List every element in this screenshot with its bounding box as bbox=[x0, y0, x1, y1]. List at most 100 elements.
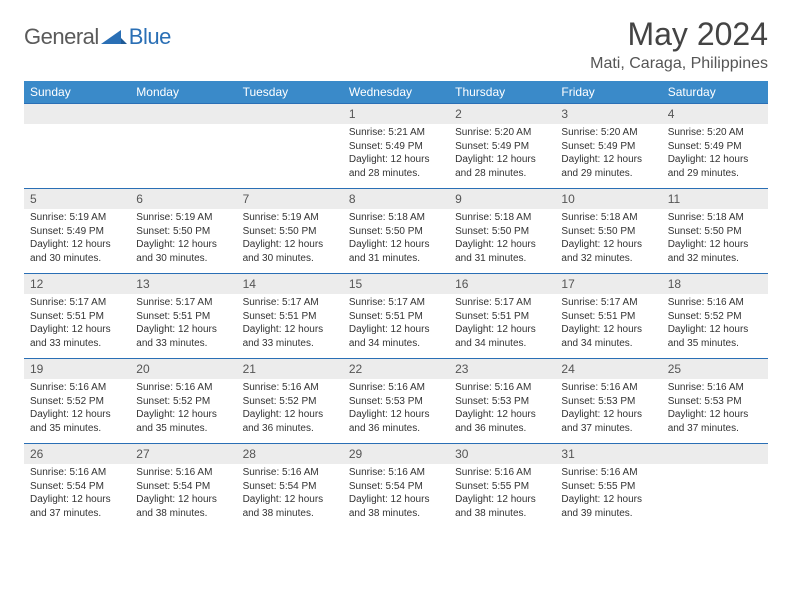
day-number: 18 bbox=[662, 274, 768, 295]
sunrise-line: Sunrise: 5:20 AM bbox=[561, 126, 655, 140]
daylight-line: Daylight: 12 hours and 34 minutes. bbox=[561, 323, 655, 350]
sunset-line: Sunset: 5:50 PM bbox=[455, 225, 549, 239]
sunset-line: Sunset: 5:53 PM bbox=[455, 395, 549, 409]
day-number: 1 bbox=[343, 104, 449, 125]
day-number: 9 bbox=[449, 189, 555, 210]
day-number: 20 bbox=[130, 359, 236, 380]
day-detail: Sunrise: 5:16 AMSunset: 5:54 PMDaylight:… bbox=[237, 464, 343, 528]
empty-cell bbox=[130, 124, 236, 189]
sunrise-line: Sunrise: 5:16 AM bbox=[349, 466, 443, 480]
empty-cell bbox=[24, 124, 130, 189]
day-detail: Sunrise: 5:16 AMSunset: 5:53 PMDaylight:… bbox=[555, 379, 661, 444]
day-detail: Sunrise: 5:17 AMSunset: 5:51 PMDaylight:… bbox=[343, 294, 449, 359]
weekday-header: Saturday bbox=[662, 81, 768, 104]
sunset-line: Sunset: 5:52 PM bbox=[136, 395, 230, 409]
day-detail: Sunrise: 5:16 AMSunset: 5:52 PMDaylight:… bbox=[24, 379, 130, 444]
day-number: 11 bbox=[662, 189, 768, 210]
daylight-line: Daylight: 12 hours and 31 minutes. bbox=[455, 238, 549, 265]
sunrise-line: Sunrise: 5:16 AM bbox=[455, 466, 549, 480]
sunset-line: Sunset: 5:51 PM bbox=[561, 310, 655, 324]
sunset-line: Sunset: 5:51 PM bbox=[243, 310, 337, 324]
daylight-line: Daylight: 12 hours and 35 minutes. bbox=[136, 408, 230, 435]
empty-cell bbox=[662, 444, 768, 465]
day-detail: Sunrise: 5:16 AMSunset: 5:52 PMDaylight:… bbox=[662, 294, 768, 359]
day-number: 22 bbox=[343, 359, 449, 380]
daylight-line: Daylight: 12 hours and 33 minutes. bbox=[30, 323, 124, 350]
day-number: 19 bbox=[24, 359, 130, 380]
daylight-line: Daylight: 12 hours and 37 minutes. bbox=[30, 493, 124, 520]
sunrise-line: Sunrise: 5:18 AM bbox=[668, 211, 762, 225]
weekday-header: Sunday bbox=[24, 81, 130, 104]
calendar-table: SundayMondayTuesdayWednesdayThursdayFrid… bbox=[24, 81, 768, 528]
daylight-line: Daylight: 12 hours and 37 minutes. bbox=[561, 408, 655, 435]
day-detail: Sunrise: 5:17 AMSunset: 5:51 PMDaylight:… bbox=[555, 294, 661, 359]
daylight-line: Daylight: 12 hours and 34 minutes. bbox=[349, 323, 443, 350]
sunrise-line: Sunrise: 5:17 AM bbox=[561, 296, 655, 310]
weekday-header: Friday bbox=[555, 81, 661, 104]
day-detail: Sunrise: 5:16 AMSunset: 5:54 PMDaylight:… bbox=[343, 464, 449, 528]
sunrise-line: Sunrise: 5:18 AM bbox=[349, 211, 443, 225]
day-number: 24 bbox=[555, 359, 661, 380]
day-number: 4 bbox=[662, 104, 768, 125]
day-detail: Sunrise: 5:16 AMSunset: 5:54 PMDaylight:… bbox=[24, 464, 130, 528]
sunset-line: Sunset: 5:53 PM bbox=[668, 395, 762, 409]
day-number: 15 bbox=[343, 274, 449, 295]
daylight-line: Daylight: 12 hours and 31 minutes. bbox=[349, 238, 443, 265]
sunset-line: Sunset: 5:55 PM bbox=[455, 480, 549, 494]
weekday-header: Monday bbox=[130, 81, 236, 104]
daylight-line: Daylight: 12 hours and 38 minutes. bbox=[243, 493, 337, 520]
daylight-line: Daylight: 12 hours and 35 minutes. bbox=[30, 408, 124, 435]
day-detail: Sunrise: 5:19 AMSunset: 5:50 PMDaylight:… bbox=[237, 209, 343, 274]
day-detail: Sunrise: 5:16 AMSunset: 5:53 PMDaylight:… bbox=[662, 379, 768, 444]
day-number: 13 bbox=[130, 274, 236, 295]
day-number: 29 bbox=[343, 444, 449, 465]
sunset-line: Sunset: 5:51 PM bbox=[455, 310, 549, 324]
daylight-line: Daylight: 12 hours and 36 minutes. bbox=[243, 408, 337, 435]
day-number: 7 bbox=[237, 189, 343, 210]
daylight-line: Daylight: 12 hours and 36 minutes. bbox=[455, 408, 549, 435]
day-detail: Sunrise: 5:18 AMSunset: 5:50 PMDaylight:… bbox=[555, 209, 661, 274]
sunrise-line: Sunrise: 5:17 AM bbox=[136, 296, 230, 310]
day-detail: Sunrise: 5:20 AMSunset: 5:49 PMDaylight:… bbox=[449, 124, 555, 189]
day-number: 23 bbox=[449, 359, 555, 380]
logo-text-blue: Blue bbox=[129, 24, 171, 50]
daylight-line: Daylight: 12 hours and 36 minutes. bbox=[349, 408, 443, 435]
day-number: 10 bbox=[555, 189, 661, 210]
sunrise-line: Sunrise: 5:20 AM bbox=[455, 126, 549, 140]
sunrise-line: Sunrise: 5:16 AM bbox=[455, 381, 549, 395]
sunset-line: Sunset: 5:54 PM bbox=[136, 480, 230, 494]
day-number: 6 bbox=[130, 189, 236, 210]
sunrise-line: Sunrise: 5:18 AM bbox=[455, 211, 549, 225]
sunset-line: Sunset: 5:51 PM bbox=[30, 310, 124, 324]
sunrise-line: Sunrise: 5:19 AM bbox=[136, 211, 230, 225]
sunrise-line: Sunrise: 5:16 AM bbox=[136, 381, 230, 395]
sunset-line: Sunset: 5:54 PM bbox=[243, 480, 337, 494]
empty-cell bbox=[662, 464, 768, 528]
day-number: 28 bbox=[237, 444, 343, 465]
day-detail: Sunrise: 5:19 AMSunset: 5:50 PMDaylight:… bbox=[130, 209, 236, 274]
day-number: 31 bbox=[555, 444, 661, 465]
daylight-line: Daylight: 12 hours and 39 minutes. bbox=[561, 493, 655, 520]
sunrise-line: Sunrise: 5:17 AM bbox=[349, 296, 443, 310]
day-number: 21 bbox=[237, 359, 343, 380]
day-detail: Sunrise: 5:17 AMSunset: 5:51 PMDaylight:… bbox=[237, 294, 343, 359]
sunset-line: Sunset: 5:52 PM bbox=[30, 395, 124, 409]
sunrise-line: Sunrise: 5:16 AM bbox=[561, 381, 655, 395]
daylight-line: Daylight: 12 hours and 29 minutes. bbox=[561, 153, 655, 180]
daylight-line: Daylight: 12 hours and 32 minutes. bbox=[668, 238, 762, 265]
sunrise-line: Sunrise: 5:16 AM bbox=[668, 296, 762, 310]
sunset-line: Sunset: 5:53 PM bbox=[349, 395, 443, 409]
sunrise-line: Sunrise: 5:17 AM bbox=[243, 296, 337, 310]
calendar-header-row: SundayMondayTuesdayWednesdayThursdayFrid… bbox=[24, 81, 768, 104]
day-detail: Sunrise: 5:17 AMSunset: 5:51 PMDaylight:… bbox=[24, 294, 130, 359]
sunset-line: Sunset: 5:49 PM bbox=[561, 140, 655, 154]
daylight-line: Daylight: 12 hours and 28 minutes. bbox=[349, 153, 443, 180]
day-detail: Sunrise: 5:16 AMSunset: 5:52 PMDaylight:… bbox=[130, 379, 236, 444]
weekday-header: Thursday bbox=[449, 81, 555, 104]
weekday-header: Wednesday bbox=[343, 81, 449, 104]
daylight-line: Daylight: 12 hours and 37 minutes. bbox=[668, 408, 762, 435]
daylight-line: Daylight: 12 hours and 28 minutes. bbox=[455, 153, 549, 180]
day-detail: Sunrise: 5:17 AMSunset: 5:51 PMDaylight:… bbox=[130, 294, 236, 359]
sunrise-line: Sunrise: 5:18 AM bbox=[561, 211, 655, 225]
day-number: 14 bbox=[237, 274, 343, 295]
